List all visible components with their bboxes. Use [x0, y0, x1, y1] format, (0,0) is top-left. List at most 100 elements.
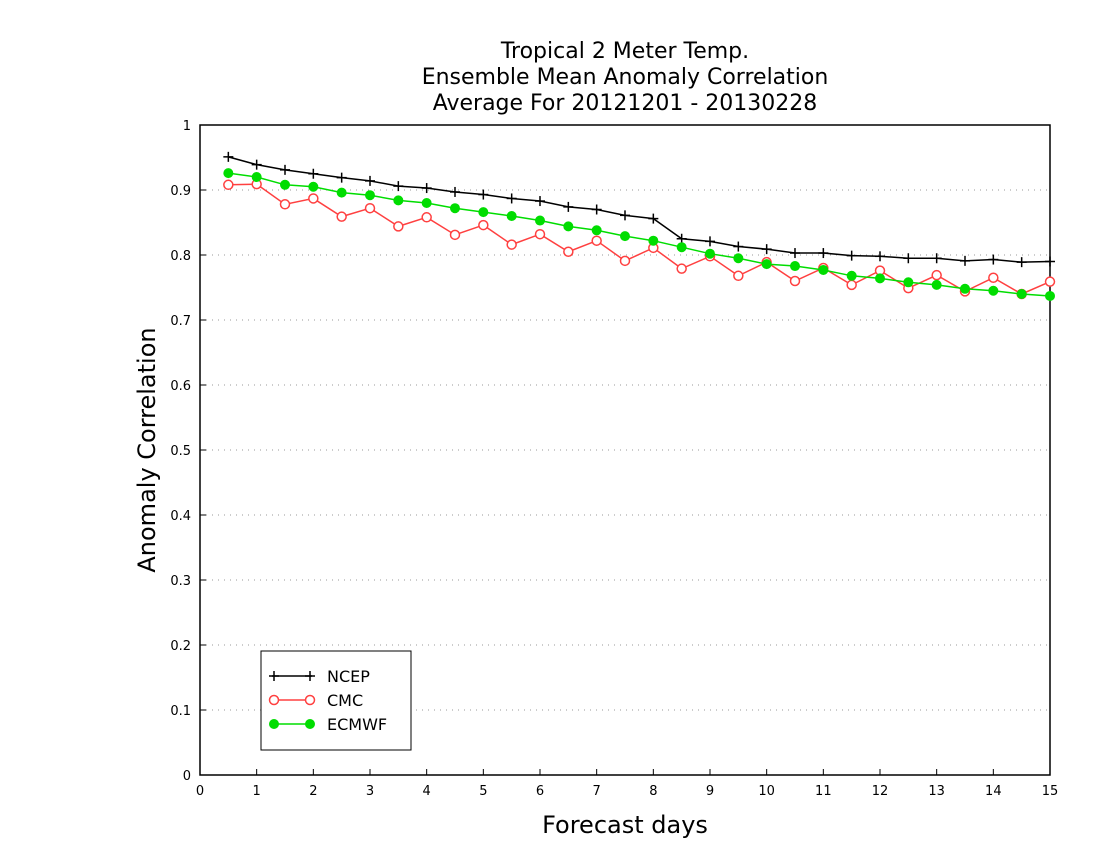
data-point-ecmwf [790, 261, 800, 272]
data-point-ncep [591, 204, 602, 215]
y-tick-label: 0.3 [170, 574, 191, 589]
data-point-ecmwf [846, 270, 857, 281]
data-point-ncep [251, 159, 262, 170]
axis-ticks: 00.10.20.30.40.50.60.70.80.910 1 2 3 4 5 6 7 8 9 1… [170, 119, 1058, 799]
title-line-1: Tropical 2 Meter Temp. [500, 39, 749, 64]
data-point-ncep [535, 196, 545, 207]
data-point-ncep [931, 253, 942, 264]
series-lines [223, 151, 1056, 301]
data-point-ecmwf [733, 253, 744, 264]
data-point-cmc [308, 193, 319, 204]
data-point-ncep [280, 164, 290, 175]
data-point-cmc [846, 279, 857, 291]
data-point-cmc [336, 211, 347, 222]
series-ncep [223, 151, 1055, 268]
x-tick-label: 8 [649, 784, 657, 799]
y-tick-label: 0.5 [170, 444, 191, 459]
legend-marker-ncep [269, 671, 279, 681]
data-point-ecmwf [875, 273, 885, 284]
data-point-cmc [364, 202, 376, 214]
data-point-cmc [988, 272, 999, 283]
data-point-ncep [393, 181, 404, 192]
data-point-ecmwf [818, 264, 829, 275]
legend-label-ncep: NCEP [327, 667, 370, 686]
y-tick-label: 1 [183, 119, 191, 134]
legend: NCEP CMC ECMWF [260, 650, 412, 751]
x-tick-label: 3 [366, 784, 374, 799]
data-point-cmc [789, 275, 801, 287]
x-tick-label: 14 [985, 784, 1002, 799]
data-point-ecmwf [1045, 290, 1055, 301]
data-point-ncep [1016, 257, 1027, 268]
data-point-ncep [761, 244, 772, 255]
x-tick-label: 13 [928, 784, 945, 799]
data-point-ncep [421, 183, 432, 194]
data-point-ecmwf [931, 279, 942, 290]
y-tick-label: 0 [183, 769, 191, 784]
data-point-ecmwf [563, 221, 574, 232]
data-point-ecmwf [591, 225, 602, 236]
data-point-ncep [790, 248, 800, 259]
data-point-ncep [818, 248, 829, 259]
data-point-cmc [506, 239, 517, 250]
data-point-ncep [846, 250, 857, 261]
data-point-cmc [393, 221, 404, 232]
title-line-3: Average For 20121201 - 20130228 [433, 91, 818, 116]
legend-marker-cmc [268, 694, 280, 706]
data-point-cmc [619, 255, 631, 267]
data-point-ecmwf [676, 242, 687, 253]
data-point-ecmwf [308, 181, 319, 192]
legend-entry-ecmwf: ECMWF [269, 715, 387, 734]
data-point-cmc [1044, 276, 1056, 287]
x-tick-label: 0 [196, 784, 204, 799]
data-point-cmc [223, 179, 234, 191]
data-point-ecmwf [365, 190, 375, 201]
data-point-ncep [648, 213, 659, 224]
data-point-ecmwf [620, 231, 630, 242]
data-point-ncep [903, 253, 914, 264]
legend-label-cmc: CMC [327, 691, 363, 710]
data-point-ecmwf [903, 277, 914, 288]
data-point-ncep [365, 175, 375, 186]
data-point-ecmwf [960, 283, 970, 294]
y-tick-label: 0.2 [170, 639, 191, 654]
x-tick-label: 6 [536, 784, 544, 799]
y-tick-label: 0.1 [170, 704, 191, 719]
data-point-cmc [449, 229, 461, 241]
data-point-ncep [506, 193, 517, 204]
data-point-ecmwf [1016, 289, 1027, 299]
data-point-cmc [591, 235, 602, 246]
x-tick-label: 12 [872, 784, 889, 799]
data-point-ecmwf [988, 285, 999, 296]
data-point-ncep [620, 210, 630, 221]
data-point-cmc [676, 263, 687, 274]
x-tick-label: 9 [706, 784, 714, 799]
data-point-cmc [279, 199, 291, 210]
data-point-ncep [705, 236, 715, 247]
data-point-cmc [931, 269, 942, 281]
data-point-cmc [478, 219, 489, 231]
x-tick-label: 15 [1042, 784, 1059, 799]
data-point-ecmwf [336, 187, 347, 198]
legend-box [260, 650, 412, 751]
data-point-ecmwf [421, 198, 432, 208]
y-axis-title: Anomaly Correlation [133, 327, 161, 572]
data-point-ncep [733, 241, 744, 252]
data-point-ecmwf [393, 195, 404, 206]
series-line-ecmwf [228, 172, 1051, 297]
series-line-ncep [228, 156, 1051, 263]
legend-label-ecmwf: ECMWF [327, 715, 387, 734]
legend-entry-cmc: CMC [268, 691, 363, 710]
title-line-2: Ensemble Mean Anomaly Correlation [422, 65, 829, 90]
data-point-ncep [875, 251, 885, 262]
legend-marker-ecmwf [305, 719, 315, 729]
data-point-ncep [1045, 256, 1055, 267]
data-point-ncep [960, 255, 970, 266]
y-tick-label: 0.6 [170, 379, 191, 394]
data-point-cmc [563, 246, 574, 257]
data-point-ncep [478, 189, 489, 200]
data-point-ecmwf [648, 235, 659, 246]
data-point-cmc [534, 228, 546, 240]
data-point-ncep [988, 254, 999, 265]
